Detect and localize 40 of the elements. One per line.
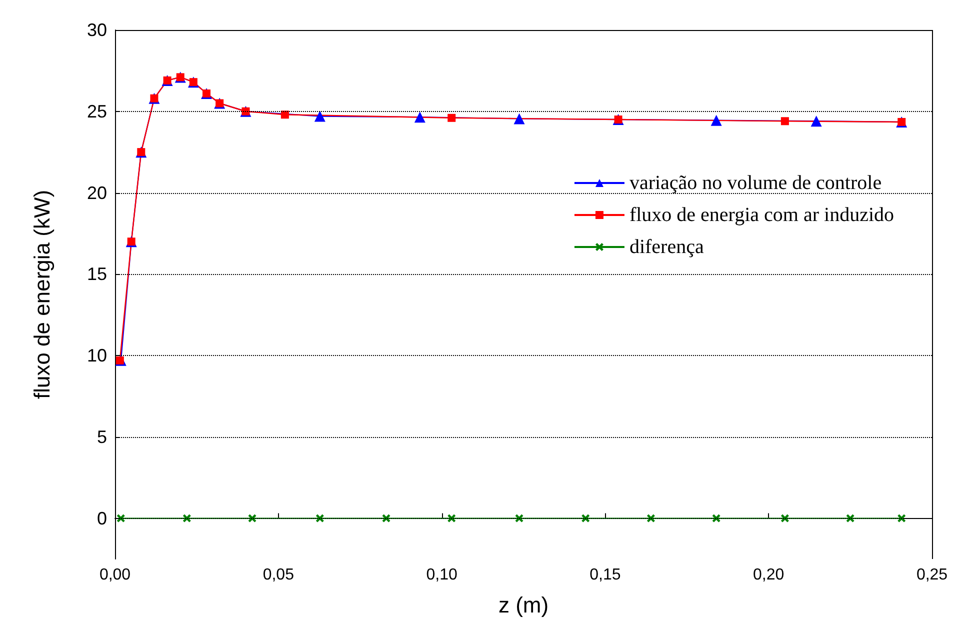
y-tick-label: 5 xyxy=(96,426,107,447)
y-tick-label: 15 xyxy=(86,264,107,284)
point xyxy=(116,514,125,522)
point xyxy=(780,117,789,126)
point xyxy=(248,514,256,522)
point xyxy=(414,112,426,123)
y-tick-label: 20 xyxy=(86,182,107,203)
x-tick-label: 0,25 xyxy=(916,566,948,584)
point xyxy=(280,110,289,119)
point xyxy=(646,514,655,522)
point xyxy=(712,514,720,522)
point xyxy=(382,514,390,522)
x-tick-label: 0,00 xyxy=(99,566,131,584)
y-tick-label: 30 xyxy=(86,20,107,40)
point xyxy=(314,110,326,122)
point xyxy=(810,116,822,127)
y-tick-label: 25 xyxy=(86,101,107,122)
point xyxy=(780,514,789,522)
point xyxy=(582,514,590,522)
point xyxy=(514,113,525,124)
point xyxy=(316,514,324,522)
y-tick-label: 10 xyxy=(86,346,107,366)
point xyxy=(448,514,456,522)
legend-label: diferença xyxy=(629,236,704,258)
point xyxy=(898,514,906,522)
y-tick-label: 0 xyxy=(96,508,107,528)
y-axis-title: fluxo de energia (kW) xyxy=(30,190,54,400)
x-tick-label: 0,15 xyxy=(590,566,621,584)
point xyxy=(846,514,854,522)
point xyxy=(448,114,456,122)
x-axis-title: z (m) xyxy=(498,592,549,618)
legend-label: fluxo de energia com ar induzido xyxy=(629,204,894,226)
point xyxy=(116,356,124,364)
x-tick-label: 0,10 xyxy=(426,566,458,584)
x-tick-label: 0,20 xyxy=(753,566,784,584)
point xyxy=(710,114,722,126)
legend-label: variação no volume de controle xyxy=(629,172,882,194)
point xyxy=(515,514,524,522)
x-tick-label: 0,05 xyxy=(262,566,294,584)
point xyxy=(182,514,191,522)
